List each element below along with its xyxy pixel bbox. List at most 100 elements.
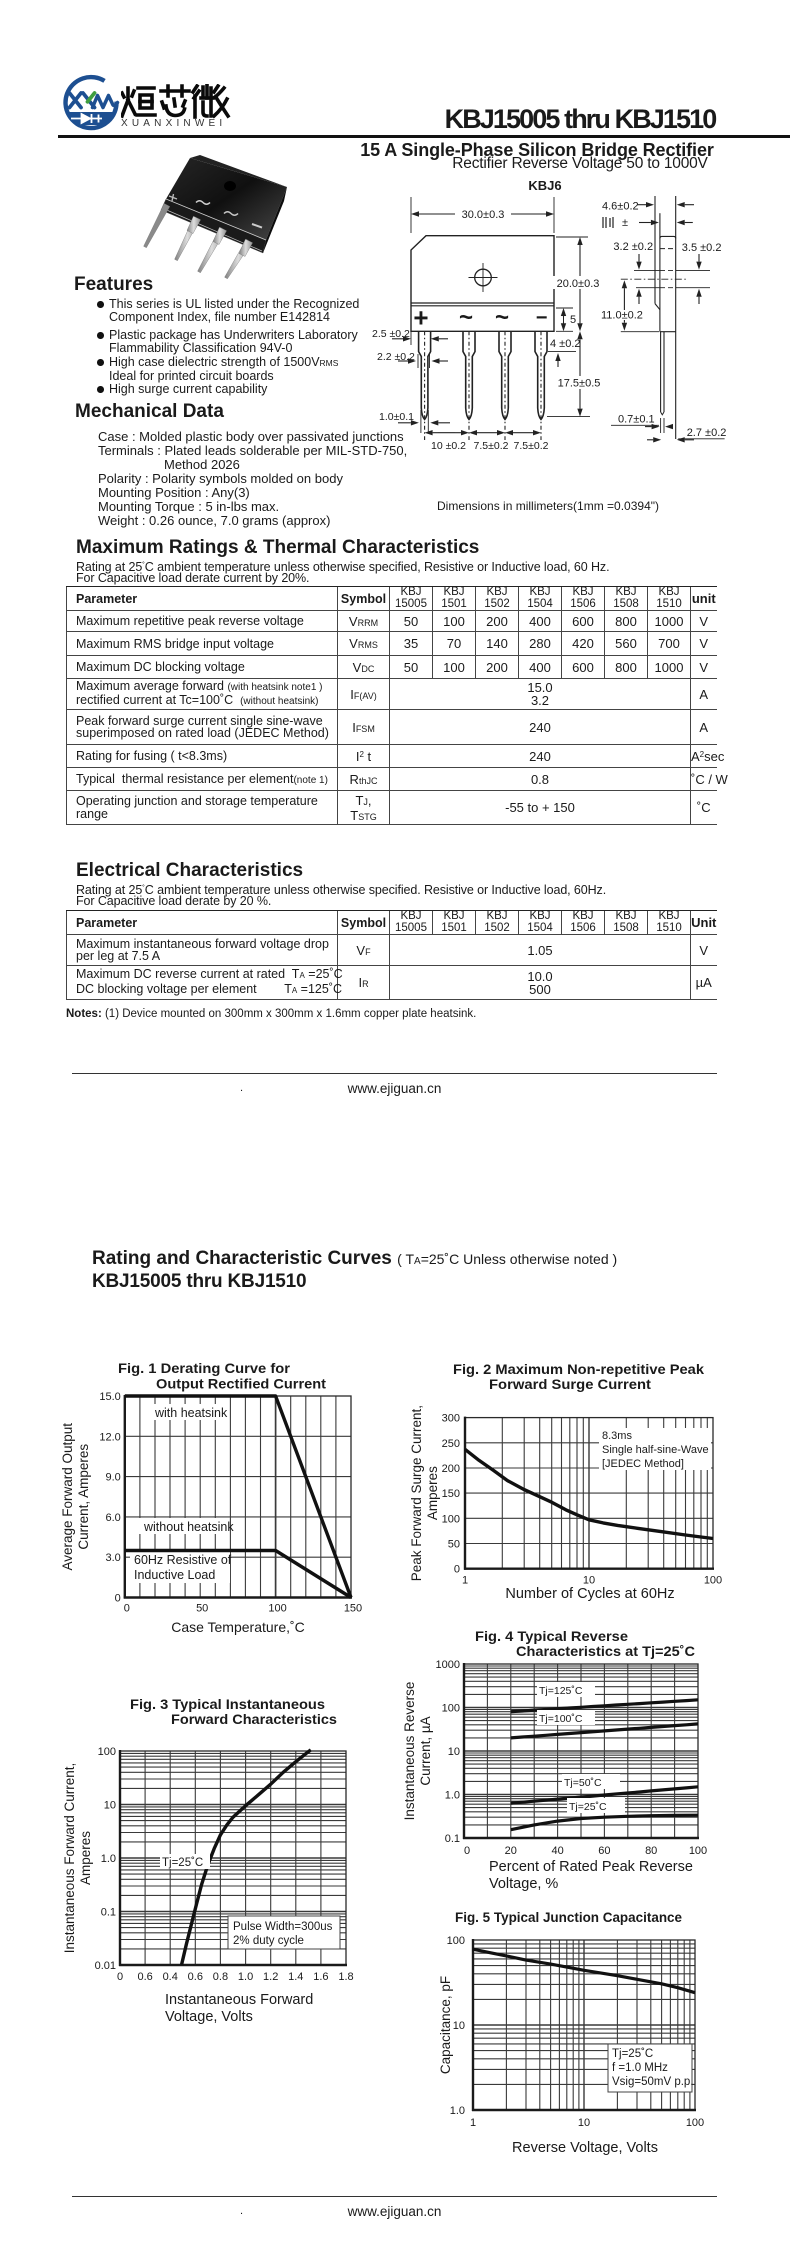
svg-text:Reverse Voltage, Volts: Reverse Voltage, Volts: [512, 2140, 658, 2156]
svg-text:Case Temperature,˚C: Case Temperature,˚C: [171, 1619, 305, 1635]
svg-text:Current, µA: Current, µA: [418, 1716, 433, 1785]
svg-text:Instantaneous Forward: Instantaneous Forward: [165, 1992, 313, 2008]
svg-text:Tj=25˚C: Tj=25˚C: [162, 1857, 203, 1869]
svg-text:1.0: 1.0: [101, 1853, 116, 1865]
svg-text:15.0: 15.0: [99, 1391, 120, 1403]
svg-text:7.5±0.2: 7.5±0.2: [514, 440, 549, 452]
svg-text:8.3ms: 8.3ms: [602, 1430, 632, 1442]
svg-text:250: 250: [442, 1438, 460, 1450]
svg-text:1.2: 1.2: [263, 1971, 278, 1983]
svg-text:30.0±0.3: 30.0±0.3: [462, 209, 505, 221]
svg-text:Fig. 1 Derating Curve for: Fig. 1 Derating Curve for: [118, 1360, 291, 1376]
svg-text:11.0±0.2: 11.0±0.2: [601, 310, 643, 322]
svg-text:Pulse Width=300us: Pulse Width=300us: [233, 1921, 333, 1933]
svg-text:+: +: [413, 303, 428, 333]
svg-text:1.6: 1.6: [313, 1971, 328, 1983]
svg-text:4 ±0.2: 4 ±0.2: [550, 338, 581, 350]
svg-text:1.0: 1.0: [450, 2105, 465, 2117]
svg-text:3.2 ±0.2: 3.2 ±0.2: [613, 241, 653, 253]
svg-text:0.6: 0.6: [188, 1971, 203, 1983]
svg-text:Capacitance, pF: Capacitance, pF: [438, 1976, 453, 2074]
svg-text:20.0±0.3: 20.0±0.3: [557, 278, 600, 290]
svg-text:0: 0: [464, 1845, 470, 1857]
svg-text:Current, Amperes: Current, Amperes: [76, 1444, 91, 1550]
svg-text:40: 40: [551, 1845, 563, 1857]
svg-text:Peak Forward Surge Current,: Peak Forward Surge Current,: [409, 1405, 424, 1581]
svg-text:Amperes: Amperes: [78, 1831, 93, 1885]
svg-text:Forward Characteristics: Forward Characteristics: [171, 1711, 337, 1727]
svg-text:10: 10: [104, 1800, 116, 1812]
svg-text:60Hz Resistive of: 60Hz Resistive of: [134, 1553, 232, 1567]
svg-text:Tj=125˚C: Tj=125˚C: [539, 1685, 583, 1697]
svg-text:Tj=25˚C: Tj=25˚C: [569, 1801, 607, 1813]
svg-text:−: −: [536, 307, 548, 329]
svg-text:Number of Cycles at 60Hz: Number of Cycles at 60Hz: [505, 1586, 674, 1602]
svg-text:7.5±0.2: 7.5±0.2: [474, 440, 509, 452]
svg-text:50: 50: [448, 1539, 460, 1551]
svg-text:60: 60: [598, 1845, 610, 1857]
svg-text:6.0: 6.0: [106, 1512, 121, 1524]
svg-text:3.5 ±0.2: 3.5 ±0.2: [682, 242, 722, 254]
svg-text:~: ~: [459, 304, 473, 331]
svg-text:0.7±0.1: 0.7±0.1: [618, 413, 655, 425]
svg-text:10: 10: [583, 1575, 595, 1587]
svg-text:0.01: 0.01: [95, 1960, 116, 1972]
svg-text:100: 100: [442, 1703, 460, 1715]
svg-text:100: 100: [268, 1603, 286, 1615]
svg-text:0.8: 0.8: [213, 1971, 228, 1983]
svg-text:±: ±: [622, 217, 628, 229]
svg-text:Amperes: Amperes: [425, 1466, 440, 1520]
svg-text:without heatsink: without heatsink: [143, 1520, 234, 1534]
svg-text:0: 0: [117, 1971, 123, 1983]
svg-text:0: 0: [115, 1593, 121, 1605]
svg-text:10: 10: [453, 2020, 465, 2032]
svg-text:1.0: 1.0: [238, 1971, 253, 1983]
svg-text:Voltage, %: Voltage, %: [489, 1876, 558, 1892]
svg-text:10: 10: [578, 2117, 590, 2129]
svg-text:100: 100: [447, 1935, 465, 1947]
svg-text:Characteristics at Tj=25˚C: Characteristics at Tj=25˚C: [516, 1643, 695, 1659]
svg-text:10 ±0.2: 10 ±0.2: [431, 440, 466, 452]
svg-text:1.0: 1.0: [445, 1790, 460, 1802]
svg-text:1: 1: [462, 1575, 468, 1587]
svg-text:Fig. 2 Maximum Non-repetitive: Fig. 2 Maximum Non-repetitive Peak: [453, 1361, 704, 1377]
svg-text:Voltage, Volts: Voltage, Volts: [165, 2009, 253, 2025]
svg-text:Instantaneous Reverse: Instantaneous Reverse: [402, 1682, 417, 1821]
svg-text:17.5±0.5: 17.5±0.5: [558, 378, 601, 390]
svg-text:100: 100: [689, 1845, 707, 1857]
svg-text:Output Rectified Current: Output Rectified Current: [156, 1376, 326, 1392]
svg-text:100: 100: [98, 1746, 116, 1758]
svg-text:80: 80: [645, 1845, 657, 1857]
svg-text:Vsig=50mV p.p.: Vsig=50mV p.p.: [612, 2076, 694, 2088]
svg-text:100: 100: [704, 1575, 722, 1587]
svg-text:0: 0: [454, 1564, 460, 1576]
svg-text:2% duty cycle: 2% duty cycle: [233, 1935, 304, 1947]
svg-text:0.4: 0.4: [163, 1971, 178, 1983]
svg-text:2.5 ±0.2: 2.5 ±0.2: [372, 328, 410, 340]
svg-text:1.0±0.1: 1.0±0.1: [379, 411, 414, 423]
svg-text:0: 0: [124, 1603, 130, 1615]
svg-text:1.8: 1.8: [338, 1971, 353, 1983]
svg-text:Average Forward Output: Average Forward Output: [60, 1423, 75, 1571]
svg-text:150: 150: [344, 1603, 362, 1615]
svg-text:4.6±0.2: 4.6±0.2: [602, 201, 639, 213]
svg-text:Fig. 3 Typical Instantaneous: Fig. 3 Typical Instantaneous: [130, 1696, 325, 1712]
svg-text:1000: 1000: [436, 1659, 460, 1671]
svg-text:3.0: 3.0: [106, 1552, 121, 1564]
svg-text:300: 300: [442, 1413, 460, 1425]
svg-text:2.2 ±0.2: 2.2 ±0.2: [377, 351, 415, 363]
svg-text:150: 150: [442, 1488, 460, 1500]
svg-text:Tj=100˚C: Tj=100˚C: [539, 1713, 583, 1725]
svg-text:f =1.0 MHz: f =1.0 MHz: [612, 2062, 668, 2074]
svg-text:Forward Surge Current: Forward Surge Current: [489, 1376, 651, 1392]
svg-text:Percent of Rated Peak Reverse: Percent of Rated Peak Reverse: [489, 1859, 693, 1875]
svg-text:Tj=50˚C: Tj=50˚C: [564, 1777, 602, 1789]
svg-text:50: 50: [196, 1603, 208, 1615]
svg-text:200: 200: [442, 1463, 460, 1475]
svg-text:12.0: 12.0: [99, 1431, 120, 1443]
svg-text:Instantaneous Forward Current,: Instantaneous Forward Current,: [62, 1763, 77, 1954]
svg-text:10: 10: [448, 1746, 460, 1758]
svg-text:[JEDEC Method]: [JEDEC Method]: [602, 1458, 684, 1470]
svg-text:Inductive Load: Inductive Load: [134, 1568, 215, 1582]
svg-text:Fig. 5 Typical Junction Capaci: Fig. 5 Typical Junction Capacitance: [455, 1909, 682, 1925]
